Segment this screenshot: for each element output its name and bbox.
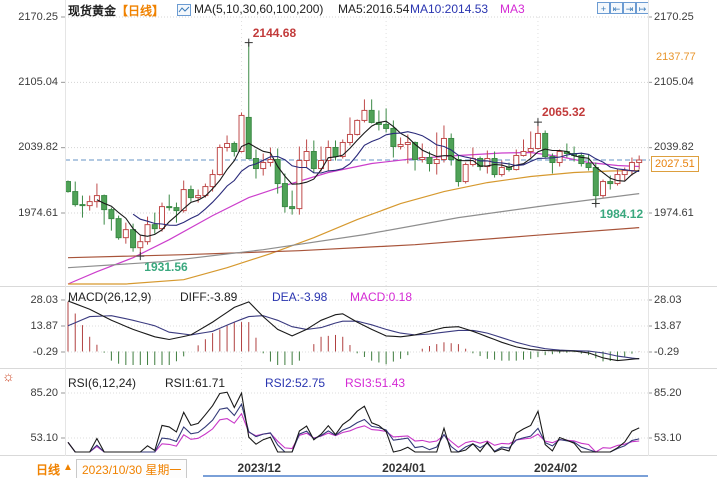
crosshair-icon[interactable]: + — [597, 2, 610, 14]
panel-divider — [0, 455, 717, 456]
macd-diff-value: DIFF:-3.89 — [180, 290, 238, 304]
macd-y-right: 28.03 — [654, 294, 682, 306]
kline-type-icon[interactable] — [177, 3, 191, 21]
period-arrow-icon[interactable]: ▲ — [63, 462, 73, 473]
rsi-y-right: 53.10 — [654, 432, 682, 444]
rsi-y-left: 85.20 — [30, 387, 58, 399]
rsi2-value: RSI2:52.75 — [265, 376, 326, 390]
macd-y-right: 13.87 — [654, 320, 682, 332]
ma10-value: MA10:2014.53 — [410, 2, 489, 16]
ma5-value: MA5:2016.54 — [338, 2, 410, 16]
y-label-right: 1974.61 — [654, 207, 694, 219]
rsi3-value: RSI3:51.43 — [345, 376, 406, 390]
macd-title: MACD(26,12,9) — [68, 290, 152, 304]
last-price-box: 2027.51 — [651, 156, 699, 172]
symbol-name: 现货黄金 — [68, 4, 117, 18]
rsi-y-right: 85.20 — [654, 387, 682, 399]
x-axis-label: 2023/12 — [237, 461, 281, 475]
y-label-left: 2105.04 — [18, 76, 58, 88]
macd-y-right: -0.29 — [654, 346, 680, 358]
x-axis-label: 2024/02 — [533, 461, 578, 475]
macd-y-left: 28.03 — [30, 294, 58, 306]
macd-y-left: -0.29 — [32, 346, 58, 358]
ma-settings-label: MA(5,10,30,60,100,200) — [194, 2, 324, 16]
compress-left-icon[interactable]: ⇤ — [610, 2, 623, 14]
macd-dea-value: DEA:-3.98 — [272, 290, 328, 304]
y-label-right: 2039.82 — [654, 141, 694, 153]
rsi-title: RSI(6,12,24) — [68, 376, 137, 390]
y-label-left: 2039.82 — [18, 141, 58, 153]
compress-right-icon[interactable]: ⇥ — [623, 2, 636, 14]
rsi-y-left: 53.10 — [30, 432, 58, 444]
y-label-right: 2105.04 — [654, 76, 694, 88]
y-label-left: 1974.61 — [18, 207, 58, 219]
cursor-date-label: 2023/10/30 星期一 — [76, 459, 188, 478]
orange-price-marker: 2137.77 — [656, 51, 696, 63]
ma30-value-truncated: MA3 — [500, 2, 525, 16]
sun-icon[interactable]: ☼ — [2, 368, 15, 384]
panel-divider — [0, 368, 717, 369]
x-axis-label: 2024/01 — [382, 461, 426, 475]
y-label-right: 2170.25 — [654, 11, 694, 23]
high-annotation: 2144.68 — [252, 25, 297, 40]
panel-divider — [0, 286, 717, 287]
axis-border-left — [65, 0, 66, 456]
macd-value: MACD:0.18 — [350, 290, 413, 304]
low-annotation: 1984.12 — [599, 207, 644, 222]
period-selector[interactable]: 日线 — [36, 463, 61, 477]
high-annotation: 2065.32 — [541, 105, 586, 120]
low-annotation: 1931.56 — [144, 260, 188, 275]
macd-y-left: 13.87 — [30, 320, 58, 332]
period-tag: 【日线】 — [116, 4, 165, 18]
scrollbar-range-indicator[interactable] — [203, 475, 648, 477]
y-label-left: 2170.25 — [18, 11, 58, 23]
axis-border-right — [648, 0, 649, 456]
rsi1-value: RSI1:61.71 — [165, 376, 226, 390]
